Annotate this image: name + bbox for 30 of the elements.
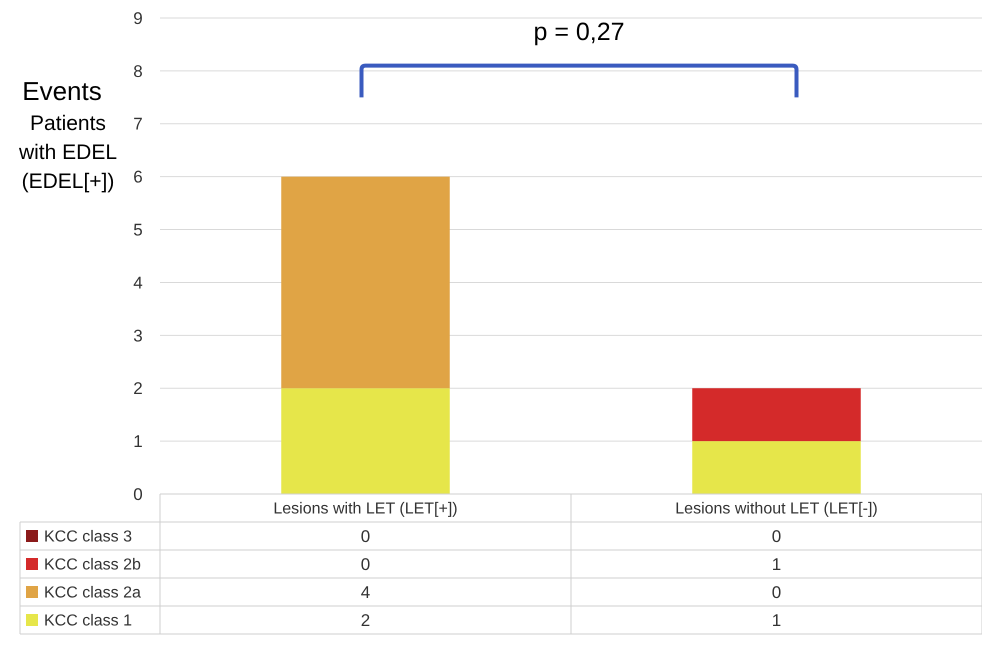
y-tick-label: 7 <box>133 114 143 134</box>
y-tick-label: 9 <box>133 8 143 28</box>
y-tick-label: 2 <box>133 379 143 398</box>
y-tick-label: 8 <box>133 62 143 81</box>
data-label: 2 <box>360 610 370 630</box>
data-label: 4 <box>360 582 370 602</box>
y-tick-label: 1 <box>133 432 143 452</box>
x-tick-label: Lesions without LET (LET[-]) <box>675 500 878 518</box>
legend-label: KCC class 1 <box>44 612 132 630</box>
y-tick-label: 4 <box>133 273 143 292</box>
y-tick-label: 5 <box>133 220 143 240</box>
data-label: 0 <box>772 526 782 546</box>
y-tick-label: 3 <box>133 326 143 346</box>
data-label: 1 <box>772 610 782 630</box>
data-label: 0 <box>772 582 782 602</box>
bar <box>692 441 861 494</box>
legend-label: KCC class 3 <box>44 528 132 546</box>
data-label: 1 <box>772 554 782 574</box>
annotation: p = 0,27 <box>533 18 625 46</box>
data-label: 0 <box>360 526 370 546</box>
y-tick-label: 0 <box>133 484 143 504</box>
bar <box>692 388 861 442</box>
legend-label: KCC class 2a <box>44 584 142 602</box>
y-axis-title: Events Patients with EDEL (EDEL[+]) <box>18 76 118 193</box>
x-tick-label: Lesions with LET (LET[+]) <box>273 500 458 518</box>
y-tick-label: 6 <box>133 168 143 187</box>
legend-label: KCC class 2b <box>44 556 142 574</box>
bar <box>281 388 450 494</box>
bar <box>281 176 450 388</box>
data-label: 0 <box>360 554 370 574</box>
